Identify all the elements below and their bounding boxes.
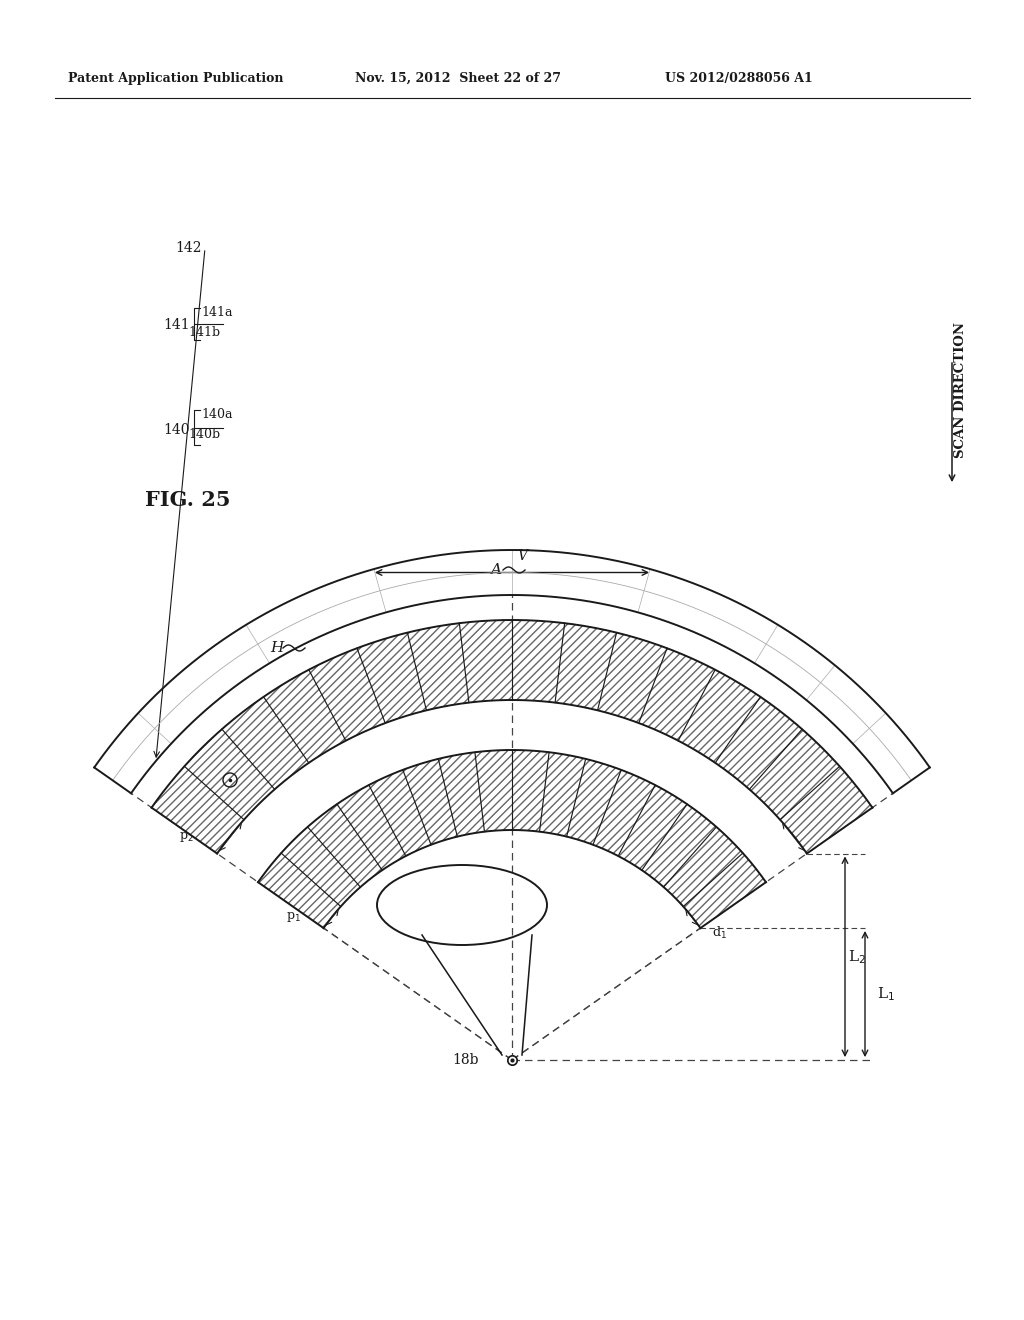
Text: SCAN DIRECTION: SCAN DIRECTION xyxy=(953,322,967,458)
Text: 141a: 141a xyxy=(201,305,232,318)
Text: L$_2$: L$_2$ xyxy=(848,948,866,966)
Text: Patent Application Publication: Patent Application Publication xyxy=(68,73,284,84)
Text: FIG. 25: FIG. 25 xyxy=(145,490,230,510)
Text: 141: 141 xyxy=(163,318,189,333)
Polygon shape xyxy=(152,620,872,854)
Text: y: y xyxy=(262,775,270,789)
Text: 140: 140 xyxy=(163,422,189,437)
Text: p$_1$: p$_1$ xyxy=(286,911,300,924)
Text: L$_1$: L$_1$ xyxy=(877,985,895,1003)
Polygon shape xyxy=(94,550,930,793)
Text: H: H xyxy=(270,642,284,655)
Text: z: z xyxy=(234,734,242,748)
Text: US 2012/0288056 A1: US 2012/0288056 A1 xyxy=(665,73,813,84)
Text: 142: 142 xyxy=(175,242,202,255)
Text: 140a: 140a xyxy=(201,408,232,421)
Text: A: A xyxy=(490,564,501,577)
Text: 18b: 18b xyxy=(452,1053,478,1067)
Text: Nov. 15, 2012  Sheet 22 of 27: Nov. 15, 2012 Sheet 22 of 27 xyxy=(355,73,561,84)
Text: p$_2$: p$_2$ xyxy=(179,829,194,843)
Text: d$_2$: d$_2$ xyxy=(817,816,831,832)
Text: x: x xyxy=(215,787,223,801)
Text: 140b: 140b xyxy=(188,429,220,441)
Text: V: V xyxy=(517,549,527,562)
Text: 141b: 141b xyxy=(188,326,220,338)
Text: d$_1$: d$_1$ xyxy=(713,925,727,941)
Polygon shape xyxy=(258,750,766,928)
